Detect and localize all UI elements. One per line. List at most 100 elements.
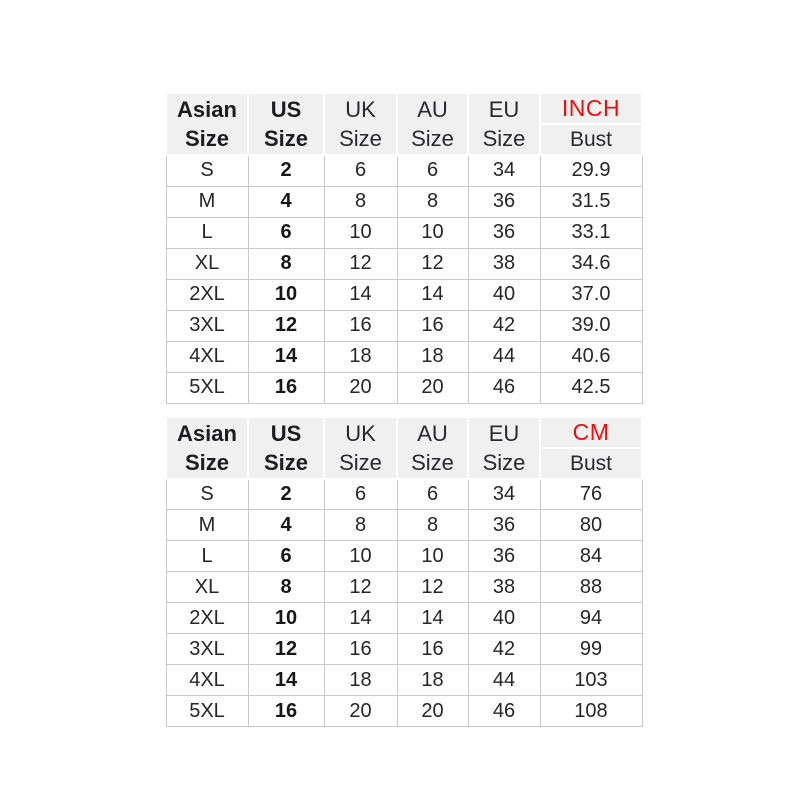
cell-bust: 108: [539, 695, 643, 727]
cell-bust: 80: [539, 509, 643, 541]
cell-bust: 103: [539, 664, 643, 696]
cell-uk: 6: [323, 478, 398, 510]
cell-uk: 10: [323, 216, 398, 249]
cell-eu: 38: [467, 571, 541, 603]
cell-bust: 88: [539, 571, 643, 603]
cell-bust: 33.1: [539, 216, 643, 249]
cell-us: 16: [247, 371, 325, 404]
header-line: Size: [263, 126, 309, 151]
cell-au: 8: [396, 509, 469, 541]
table-row: M 4 8 8 36 31.5: [165, 185, 643, 218]
cell-asian: S: [165, 478, 249, 510]
header-line: Asian: [177, 97, 237, 122]
header-line: Size: [482, 126, 526, 151]
cell-eu: 44: [467, 664, 541, 696]
cell-uk: 12: [323, 247, 398, 280]
header-line: UK: [345, 97, 376, 122]
cell-us: 6: [247, 216, 325, 249]
table-row: 4XL 14 18 18 44 103: [165, 664, 643, 696]
measure-header-bust: Bust: [539, 446, 643, 480]
cell-asian: S: [165, 154, 249, 187]
table-row: 5XL 16 20 20 46 108: [165, 695, 643, 727]
header-line: UK: [345, 420, 376, 446]
cell-au: 6: [396, 154, 469, 187]
table-row: 2XL 10 14 14 40 37.0: [165, 278, 643, 311]
cell-asian: L: [165, 216, 249, 249]
cell-bust: 76: [539, 478, 643, 510]
cell-bust: 42.5: [539, 371, 643, 404]
table-row: XL 8 12 12 38 88: [165, 571, 643, 603]
cell-au: 20: [396, 371, 469, 404]
cell-eu: 46: [467, 371, 541, 404]
col-header-asian-size: Asian Size: [165, 92, 249, 156]
cell-au: 10: [396, 216, 469, 249]
col-header-us-size: US Size: [247, 92, 325, 156]
cell-eu: 38: [467, 247, 541, 280]
cell-uk: 6: [323, 154, 398, 187]
table-row: S 2 6 6 34 76: [165, 478, 643, 510]
cell-us: 14: [247, 664, 325, 696]
cell-us: 12: [247, 309, 325, 342]
cell-uk: 8: [323, 185, 398, 218]
cell-bust: 31.5: [539, 185, 643, 218]
cell-uk: 18: [323, 664, 398, 696]
cell-uk: 14: [323, 602, 398, 634]
cell-au: 6: [396, 478, 469, 510]
cell-asian: M: [165, 509, 249, 541]
col-header-eu-size: EU Size: [467, 92, 541, 156]
cell-us: 16: [247, 695, 325, 727]
col-header-au-size: AU Size: [396, 92, 469, 156]
header-line: Size: [184, 449, 230, 475]
cell-us: 12: [247, 633, 325, 665]
table-row: 4XL 14 18 18 44 40.6: [165, 340, 643, 373]
cell-asian: 2XL: [165, 278, 249, 311]
table-header-cm: Asian Size US Size UK Size AU Size EU: [165, 415, 643, 480]
header-line: Size: [482, 449, 526, 475]
header-line: AU: [417, 97, 448, 122]
cell-asian: XL: [165, 571, 249, 603]
header-line: EU: [488, 420, 520, 446]
cell-au: 8: [396, 185, 469, 218]
cell-eu: 36: [467, 540, 541, 572]
header-line: EU: [488, 97, 520, 122]
cell-uk: 16: [323, 633, 398, 665]
cell-asian: 4XL: [165, 664, 249, 696]
header-line: Size: [339, 449, 382, 475]
size-table-inch: Asian Size US Size UK Size AU Size EU: [165, 92, 643, 404]
cell-au: 20: [396, 695, 469, 727]
cell-bust: 29.9: [539, 154, 643, 187]
cell-au: 16: [396, 633, 469, 665]
table-row: 2XL 10 14 14 40 94: [165, 602, 643, 634]
cell-uk: 8: [323, 509, 398, 541]
table-row: M 4 8 8 36 80: [165, 509, 643, 541]
cell-us: 2: [247, 154, 325, 187]
cell-eu: 34: [467, 478, 541, 510]
header-line: AU: [417, 420, 448, 446]
cell-uk: 18: [323, 340, 398, 373]
col-header-asian-size: Asian Size: [165, 415, 249, 480]
cell-asian: L: [165, 540, 249, 572]
cell-uk: 10: [323, 540, 398, 572]
cell-us: 2: [247, 478, 325, 510]
unit-header-inch: INCH: [539, 92, 643, 125]
table-body-inch: S 2 6 6 34 29.9 M 4 8 8 36 31.5 L 6 10 10 36 33.1 XL 8 12 12 3…: [165, 154, 643, 404]
cell-au: 12: [396, 247, 469, 280]
table-row: S 2 6 6 34 29.9: [165, 154, 643, 187]
cell-us: 8: [247, 247, 325, 280]
col-header-uk-size: UK Size: [323, 415, 398, 480]
col-header-au-size: AU Size: [396, 415, 469, 480]
header-line: US: [270, 97, 302, 122]
cell-asian: 3XL: [165, 633, 249, 665]
cell-au: 12: [396, 571, 469, 603]
table-row: 3XL 12 16 16 42 99: [165, 633, 643, 665]
cell-au: 18: [396, 664, 469, 696]
table-header-inch: Asian Size US Size UK Size AU Size EU: [165, 92, 643, 156]
cell-asian: XL: [165, 247, 249, 280]
cell-us: 4: [247, 185, 325, 218]
header-line: Size: [411, 449, 454, 475]
cell-eu: 36: [467, 185, 541, 218]
cell-asian: 2XL: [165, 602, 249, 634]
cell-au: 10: [396, 540, 469, 572]
cell-eu: 36: [467, 509, 541, 541]
